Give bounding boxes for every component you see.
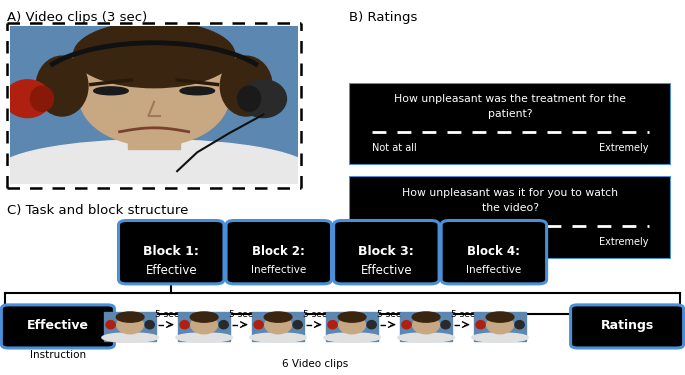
Text: A) Video clips (3 sec): A) Video clips (3 sec): [7, 11, 147, 24]
Ellipse shape: [0, 140, 312, 202]
Bar: [252, 312, 304, 341]
Text: 5 sec: 5 sec: [303, 310, 327, 319]
Text: Block 4:: Block 4:: [467, 245, 521, 258]
FancyBboxPatch shape: [571, 305, 684, 348]
Ellipse shape: [238, 86, 260, 111]
Bar: [400, 312, 452, 341]
Ellipse shape: [398, 333, 454, 342]
Ellipse shape: [116, 312, 144, 322]
Ellipse shape: [486, 316, 514, 334]
Ellipse shape: [486, 312, 514, 322]
Text: How unpleasant was the treatment for the: How unpleasant was the treatment for the: [395, 94, 626, 104]
Ellipse shape: [221, 56, 272, 116]
Ellipse shape: [412, 312, 440, 322]
Ellipse shape: [254, 321, 263, 329]
Text: Not at all: Not at all: [372, 237, 416, 247]
Text: Effective: Effective: [27, 319, 89, 332]
Ellipse shape: [324, 333, 380, 342]
Bar: [128, 118, 180, 149]
Text: Extremely: Extremely: [599, 144, 649, 153]
Text: Effective: Effective: [360, 264, 412, 276]
Ellipse shape: [250, 333, 306, 342]
Ellipse shape: [190, 312, 218, 322]
Ellipse shape: [338, 312, 366, 322]
Text: 5 sec: 5 sec: [451, 310, 475, 319]
Ellipse shape: [176, 333, 232, 342]
Text: Not at all: Not at all: [372, 144, 416, 153]
Ellipse shape: [94, 87, 128, 95]
Text: 5 sec: 5 sec: [229, 310, 253, 319]
Text: Ineffective: Ineffective: [466, 265, 521, 275]
Text: How unpleasant was it for you to watch: How unpleasant was it for you to watch: [402, 188, 619, 198]
Ellipse shape: [240, 80, 286, 118]
Text: Ineffective: Ineffective: [251, 265, 306, 275]
Ellipse shape: [338, 316, 366, 334]
Text: Instruction: Instruction: [30, 351, 86, 360]
Ellipse shape: [145, 321, 154, 329]
Text: Block 2:: Block 2:: [252, 245, 306, 258]
Text: Block 3:: Block 3:: [358, 245, 414, 258]
Ellipse shape: [102, 333, 158, 342]
Ellipse shape: [180, 321, 189, 329]
Ellipse shape: [476, 321, 485, 329]
Ellipse shape: [73, 21, 235, 88]
FancyBboxPatch shape: [119, 220, 224, 284]
Text: 6 Video clips: 6 Video clips: [282, 359, 348, 369]
Text: C) Task and block structure: C) Task and block structure: [7, 204, 188, 218]
Ellipse shape: [180, 87, 214, 95]
Ellipse shape: [367, 321, 376, 329]
Text: Ratings: Ratings: [601, 319, 653, 332]
Bar: [474, 312, 525, 341]
Ellipse shape: [264, 312, 292, 322]
Ellipse shape: [515, 321, 524, 329]
Text: B) Ratings: B) Ratings: [349, 11, 418, 24]
Ellipse shape: [30, 86, 53, 111]
Ellipse shape: [293, 321, 302, 329]
FancyBboxPatch shape: [441, 220, 547, 284]
Ellipse shape: [116, 316, 143, 334]
Ellipse shape: [472, 333, 528, 342]
Text: patient?: patient?: [488, 109, 532, 119]
Ellipse shape: [219, 321, 228, 329]
Text: 5 sec: 5 sec: [377, 310, 401, 319]
Ellipse shape: [5, 80, 51, 118]
Ellipse shape: [36, 56, 88, 116]
Ellipse shape: [441, 321, 450, 329]
Ellipse shape: [106, 321, 115, 329]
Text: 5 sec: 5 sec: [155, 310, 179, 319]
Text: Effective: Effective: [145, 264, 197, 276]
Text: Block 1:: Block 1:: [143, 245, 199, 258]
FancyBboxPatch shape: [349, 82, 671, 165]
Text: Extremely: Extremely: [599, 237, 649, 247]
Text: the video?: the video?: [482, 202, 539, 213]
FancyBboxPatch shape: [334, 220, 439, 284]
FancyBboxPatch shape: [1, 305, 114, 348]
Bar: [326, 312, 377, 341]
Ellipse shape: [412, 316, 440, 334]
Ellipse shape: [328, 321, 337, 329]
Bar: [104, 312, 155, 341]
Ellipse shape: [264, 316, 291, 334]
Ellipse shape: [79, 48, 229, 146]
FancyBboxPatch shape: [226, 220, 332, 284]
FancyBboxPatch shape: [349, 176, 671, 259]
Bar: [178, 312, 229, 341]
Ellipse shape: [402, 321, 411, 329]
Ellipse shape: [190, 316, 217, 334]
